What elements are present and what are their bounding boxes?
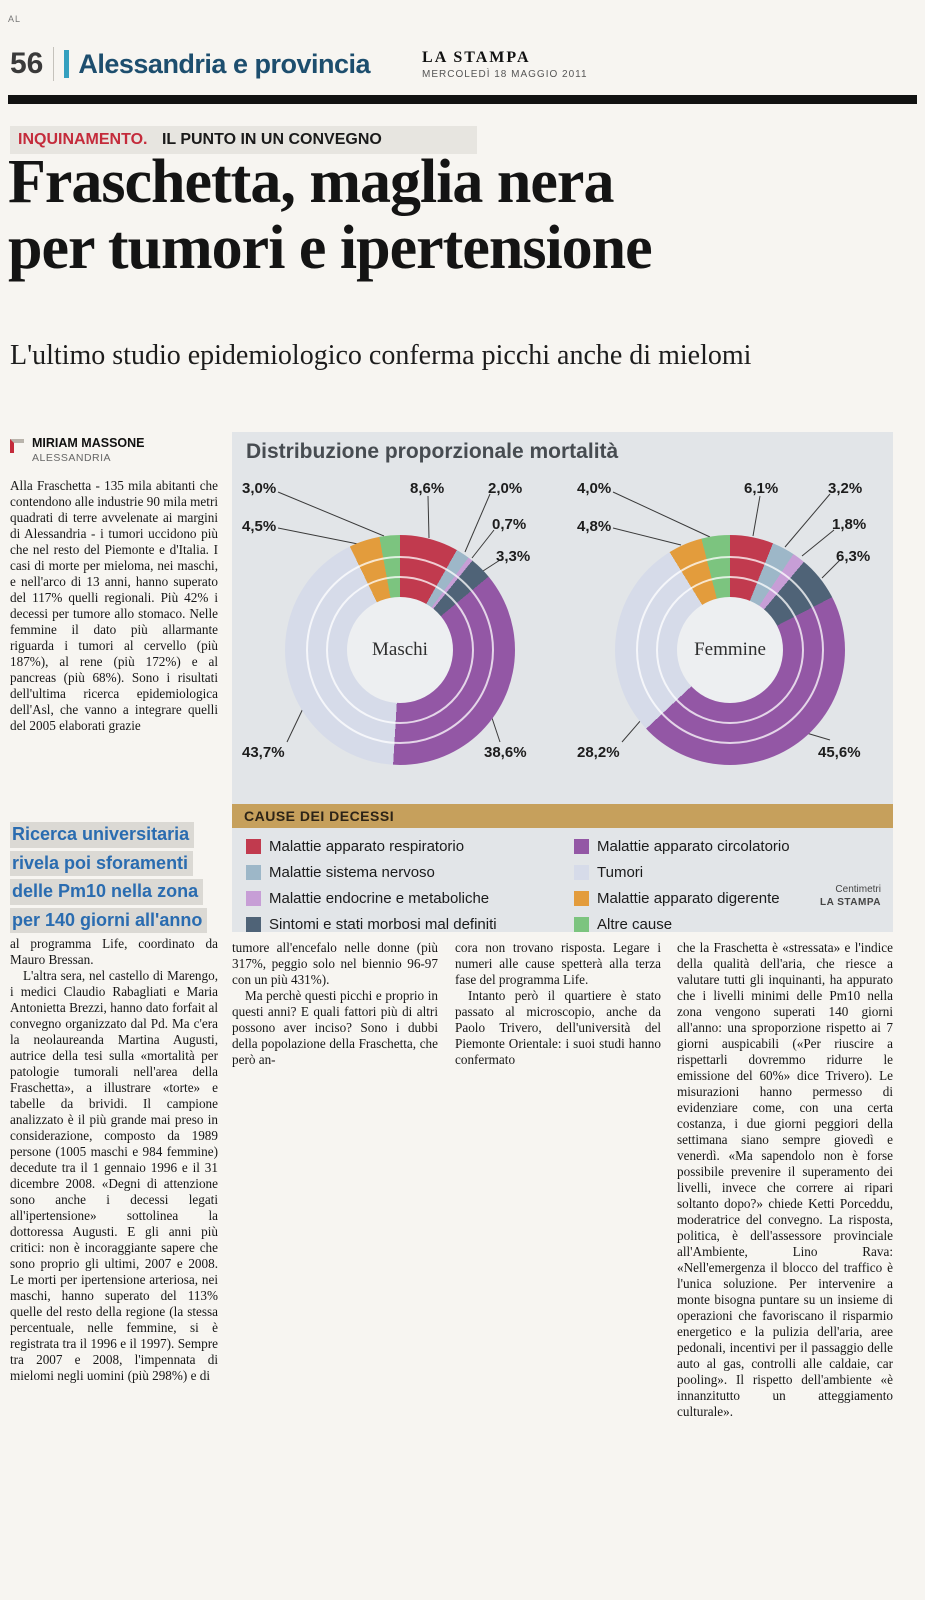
headline-line2: per tumori e ipertensione [8,213,653,282]
paragraph: rivela poi sforamenti [10,850,194,876]
legend-label: Sintomi e stati morbosi mal definiti [269,915,497,933]
byline-location: ALESSANDRIA [32,452,112,464]
legend-item: Malattie sistema nervoso [246,860,526,884]
subhead: L'ultimo studio epidemiologico conferma … [10,340,752,371]
pct-maschi-endocrine: 0,7% [492,516,527,533]
pct-femmine-nervoso: 3,2% [828,480,863,497]
legend-item: Malattie apparato respiratorio [246,834,526,858]
pct-femmine-sintomi: 6,3% [836,548,871,565]
paragraph: cora non trovano risposta. Legare i nume… [455,940,661,987]
kicker-category: INQUINAMENTO. [18,131,148,148]
section-title: Alessandria e provincia [78,48,371,79]
pct-femmine-circolatorio: 45,6% [818,744,861,761]
kicker-text: IL PUNTO IN UN CONVEGNO [161,131,382,148]
paragraph: Alla Fraschetta - 135 mila abitanti che … [10,478,218,733]
pct-femmine-digerente: 4,8% [577,518,612,535]
byline: MIRIAM MASSONE ALESSANDRIA [10,436,145,464]
edge-mark: AL [8,14,22,24]
legend-title-bar: CAUSE DEI DECESSI [232,804,893,828]
headline: Fraschetta, maglia nera per tumori e ipe… [8,148,913,282]
chart-legend: Malattie apparato respiratorio Malattie … [246,834,854,936]
pct-maschi-altre-cause: 3,0% [242,480,277,497]
paragraph: Ricerca universitaria [10,822,195,848]
donut-ring-inner [656,576,804,724]
header-rule [8,95,917,104]
pct-femmine-altre-cause: 4,0% [577,480,612,497]
byline-quote-icon [10,439,24,453]
paragraph: per 140 giorni all'anno [10,907,208,933]
legend-swatch [246,838,261,854]
masthead-name: LA STAMPA [422,48,531,66]
masthead: LA STAMPA MERCOLEDÌ 18 MAGGIO 2011 [422,49,588,80]
byline-text: MIRIAM MASSONE ALESSANDRIA [32,436,145,464]
pct-maschi-respiratorio: 8,6% [410,480,445,497]
legend-title: CAUSE DEI DECESSI [244,808,395,824]
pct-maschi-nervoso: 2,0% [488,480,523,497]
legend-swatch [246,890,261,906]
chart-credit: Centimetri LA STAMPA [820,884,881,909]
byline-author: MIRIAM MASSONE [32,436,145,450]
pct-femmine-endocrine: 1,8% [832,516,867,533]
kicker: INQUINAMENTO. IL PUNTO IN UN CONVEGNO [10,126,477,154]
legend-item: Tumori [574,860,854,884]
page-number: 56 [10,47,55,81]
chart-title: Distribuzione proporzionale mortalità [246,440,619,463]
legend-label: Altre cause [597,915,673,933]
legend-label: Malattie sistema nervoso [269,863,435,881]
legend-label: Malattie apparato circolatorio [597,837,790,855]
legend-label: Tumori [597,863,644,881]
page-header: 56 Alessandria e provincia LA STAMPA MER… [10,44,915,84]
headline-line1: Fraschetta, maglia nera [8,148,614,216]
donut-chart-maschi: Maschi [285,535,515,765]
paragraph: che la Fraschetta è «stressata» e l'indi… [677,940,893,1419]
section-color-bar [64,50,70,78]
pullquote: Ricerca universitaria rivela poi sforamen… [10,822,222,936]
legend-item: Malattie endocrine e metaboliche [246,886,526,910]
legend-swatch [246,864,261,880]
mortality-infographic: Distribuzione proporzionale mortalità [232,432,893,933]
donut-hole: Maschi [347,597,453,703]
legend-swatch [574,838,589,854]
donut-ring-outer [636,556,824,744]
donut-ring-inner [326,576,474,724]
pct-maschi-circolatorio: 38,6% [484,744,527,761]
legend-swatch [246,916,261,932]
donut-chart-femmine: Femmine [615,535,845,765]
legend-item: Malattie apparato circolatorio [574,834,854,858]
paragraph: tumore all'encefalo nelle donne (più 317… [232,940,438,987]
paragraph: Intanto però il quartiere è stato passat… [455,988,661,1067]
masthead-date: MERCOLEDÌ 18 MAGGIO 2011 [422,68,588,80]
paragraph: delle Pm10 nella zona [10,879,204,905]
article-column-3: cora non trovano risposta. Legare i nume… [455,940,661,1540]
legend-item: Malattie apparato digerente [574,886,854,910]
donut-label-femmine: Femmine [694,639,766,660]
legend-item: Altre cause [574,912,854,936]
donut-ring-outer [306,556,494,744]
pct-femmine-respiratorio: 6,1% [744,480,779,497]
pct-maschi-digerente: 4,5% [242,518,277,535]
paragraph: L'altra sera, nel castello di Marengo, i… [10,968,218,1383]
legend-item: Sintomi e stati morbosi mal definiti [246,912,526,936]
article-column-2: tumore all'encefalo nelle donne (più 317… [232,940,438,1540]
legend-label: Malattie apparato digerente [597,889,780,907]
legend-swatch [574,890,589,906]
donut-hole: Femmine [677,597,783,703]
paragraph: al programma Life, coordinato da Mauro B… [10,936,218,967]
article-column-4: che la Fraschetta è «stressata» e l'indi… [677,940,893,1554]
pct-maschi-sintomi: 3,3% [496,548,531,565]
legend-label: Malattie endocrine e metaboliche [269,889,490,907]
credit-agency: Centimetri [835,884,881,895]
legend-swatch [574,864,589,880]
paragraph: Ma perchè questi picchi e proprio in que… [232,988,438,1067]
pct-maschi-tumori: 43,7% [242,744,285,761]
pct-femmine-tumori: 28,2% [577,744,620,761]
article-column-1-bottom: al programma Life, coordinato da Mauro B… [10,936,218,1550]
donut-label-maschi: Maschi [372,639,428,660]
credit-paper: LA STAMPA [820,896,881,908]
legend-label: Malattie apparato respiratorio [269,837,465,855]
article-column-1-top: Alla Fraschetta - 135 mila abitanti che … [10,478,218,818]
legend-swatch [574,916,589,932]
